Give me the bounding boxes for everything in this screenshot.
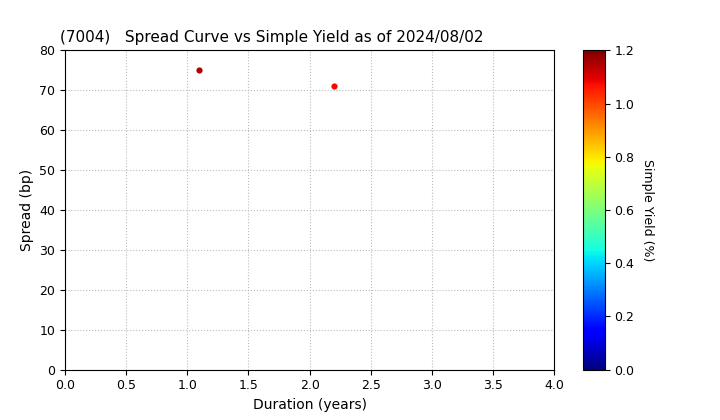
Y-axis label: Simple Yield (%): Simple Yield (%): [641, 159, 654, 261]
Text: (7004)   Spread Curve vs Simple Yield as of 2024/08/02: (7004) Spread Curve vs Simple Yield as o…: [60, 30, 483, 45]
Point: [328, 83, 340, 89]
Point: [194, 67, 205, 74]
X-axis label: Duration (years): Duration (years): [253, 398, 366, 412]
Y-axis label: Spread (bp): Spread (bp): [19, 169, 34, 251]
